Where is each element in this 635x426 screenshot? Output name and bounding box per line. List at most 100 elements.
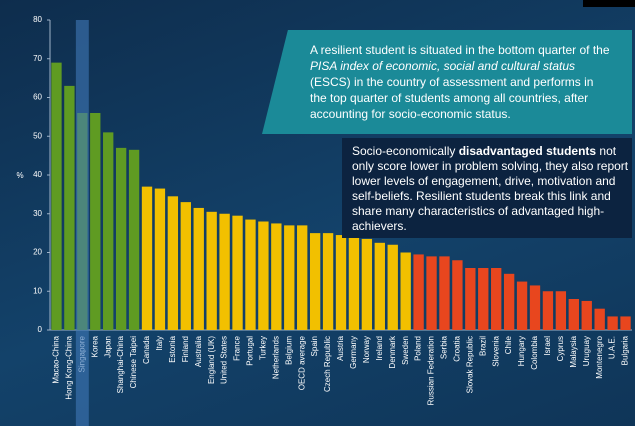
x-tick-label: Finland — [181, 336, 190, 362]
bar — [103, 132, 114, 330]
annotation-shape — [262, 30, 632, 134]
x-tick-label: Croatia — [453, 335, 462, 361]
x-tick-label: Japan — [103, 336, 112, 358]
y-tick-label: 80 — [33, 15, 42, 24]
y-tick-label: 20 — [33, 248, 42, 257]
bar — [348, 237, 360, 330]
x-tick-label: Sweden — [401, 336, 410, 365]
x-tick-label: Bulgaria — [621, 335, 630, 365]
x-tick-label: Shanghai-China — [116, 335, 125, 393]
bar — [335, 235, 347, 330]
bar — [374, 242, 385, 330]
y-tick-label: 70 — [33, 54, 42, 63]
bar — [542, 291, 554, 330]
corner-block — [583, 0, 635, 7]
x-tick-label: Israel — [543, 336, 552, 356]
bar — [529, 285, 541, 330]
x-tick-label: Colombia — [530, 335, 539, 369]
bar — [516, 281, 528, 330]
x-tick-label: Belgium — [284, 336, 293, 365]
x-tick-label: Korea — [90, 335, 99, 357]
bar — [452, 260, 463, 330]
x-tick-label: Netherlands — [271, 336, 280, 379]
annotation-text: A resilient student is situated in the b… — [310, 42, 610, 122]
bar — [387, 244, 398, 330]
bar — [439, 256, 450, 330]
x-tick-label: Serbia — [440, 335, 449, 359]
bar — [167, 196, 179, 330]
y-tick-label: 50 — [33, 131, 42, 140]
bar — [154, 188, 166, 330]
x-tick-label: Canada — [142, 335, 151, 364]
bar — [219, 213, 230, 330]
bar — [258, 221, 269, 330]
x-tick-label: U.A.E. — [608, 336, 617, 359]
bar — [128, 149, 140, 330]
bar — [555, 291, 567, 330]
bar — [180, 202, 191, 330]
highlight — [75, 20, 89, 426]
x-tick-label: Denmark — [388, 335, 397, 368]
bar — [193, 207, 204, 330]
x-tick-label: England (UK) — [207, 336, 216, 384]
x-tick-label: Czech Republic — [323, 336, 332, 392]
text: Socio-economically — [352, 144, 459, 158]
bar — [581, 300, 592, 330]
y-tick-label: 30 — [33, 209, 42, 218]
bar — [607, 316, 618, 330]
annotation-box: A resilient student is situated in the b… — [262, 30, 632, 134]
bar — [141, 186, 153, 330]
x-tick-label: Russian Federation — [427, 336, 436, 405]
bar — [478, 268, 489, 330]
bar — [465, 268, 476, 330]
y-axis-label: % — [16, 171, 23, 180]
bar — [284, 225, 295, 330]
x-tick-label: Macao-China — [52, 335, 61, 383]
x-tick-label: Cyprus — [556, 336, 565, 361]
bar — [90, 113, 101, 330]
x-tick-label: Slovenia — [491, 335, 500, 366]
text: not only score lower in problem solving,… — [352, 144, 629, 233]
x-tick-label: Uruguay — [582, 336, 591, 366]
text: A resilient student is situated in the b… — [310, 43, 610, 57]
x-tick-label: Austria — [336, 335, 345, 360]
text: disadvantaged students — [458, 144, 597, 158]
bar — [115, 147, 127, 330]
x-tick-label: Hungary — [517, 336, 526, 366]
bar — [64, 85, 75, 330]
x-tick-label: Chinese Taipei — [129, 336, 138, 389]
x-tick-label: Spain — [310, 336, 319, 356]
x-tick-label: Australia — [194, 335, 203, 367]
x-tick-label: Poland — [414, 336, 423, 361]
bar — [568, 299, 579, 330]
x-tick-label: France — [233, 335, 242, 360]
x-tick-label: Germany — [349, 336, 358, 369]
x-tick-label: United States — [220, 336, 229, 384]
annotation-text: Socio-economically disadvantaged student… — [352, 144, 632, 234]
bar — [413, 254, 424, 330]
x-tick-label: Montenegro — [595, 335, 604, 378]
bar — [503, 273, 515, 330]
y-tick-label: 0 — [38, 325, 43, 334]
bar — [322, 233, 334, 330]
bar — [271, 223, 282, 330]
x-tick-label: Turkey — [259, 336, 268, 360]
text: PISA index of economic, social and cultu… — [310, 59, 576, 73]
y-tick-label: 40 — [33, 170, 42, 179]
x-tick-label: Slovak Republic — [465, 336, 474, 393]
bar — [361, 238, 373, 330]
x-tick-label: Portugal — [246, 336, 255, 366]
bar — [297, 225, 308, 330]
bar — [206, 211, 217, 330]
bar — [245, 219, 256, 330]
y-tick-label: 10 — [33, 286, 42, 295]
x-tick-label: Brazil — [478, 336, 487, 356]
x-tick-label: Ireland — [375, 336, 384, 360]
bar — [51, 62, 62, 330]
annotation-box: Socio-economically disadvantaged student… — [342, 138, 632, 238]
y-tick-label: 60 — [33, 93, 42, 102]
bar — [232, 215, 243, 330]
x-tick-label: OECD average — [297, 335, 306, 390]
